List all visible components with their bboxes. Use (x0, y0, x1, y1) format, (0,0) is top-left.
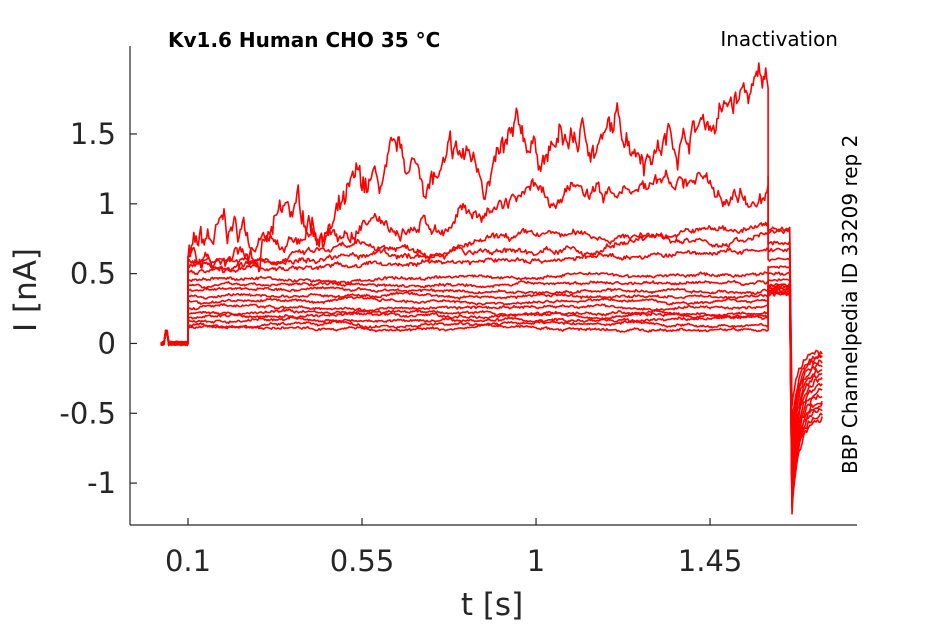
current-trace-3 (160, 221, 823, 435)
trace-series-group (160, 62, 823, 515)
chart-title: Kv1.6 Human CHO 35 °C (168, 28, 440, 52)
y-tick-label: 0.5 (70, 257, 116, 291)
current-trace-6 (160, 265, 823, 468)
axes: 0.1 0.55 1 1.45 -1 -0.5 0 0.5 1 1.5 (59, 46, 857, 578)
current-trace-12 (160, 286, 823, 501)
protocol-label: Inactivation (720, 27, 838, 51)
x-tick-label: 0.1 (165, 544, 211, 578)
x-tick-label: 1 (527, 544, 545, 578)
y-tick-label: 0 (98, 326, 116, 360)
current-trace-5 (160, 247, 823, 456)
y-tick-label: -1 (87, 466, 116, 500)
x-tick-label: 1.45 (678, 544, 743, 578)
current-trace-11 (160, 285, 823, 498)
current-trace-14 (160, 289, 823, 507)
current-trace-15 (160, 290, 823, 509)
y-ticks: -1 -0.5 0 0.5 1 1.5 (59, 117, 137, 500)
current-trace-7 (160, 271, 823, 477)
x-tick-label: 0.55 (330, 544, 395, 578)
current-trace-13 (160, 288, 823, 504)
current-trace-1 (160, 62, 823, 408)
current-trace-8 (160, 278, 823, 484)
current-trace-10 (160, 283, 823, 496)
y-tick-label: 1.5 (70, 117, 116, 151)
y-axis-title: I [nA] (8, 248, 44, 332)
current-trace-2 (160, 169, 823, 428)
side-id-label: BBP Channelpedia ID 33209 rep 2 (838, 135, 862, 474)
current-trace-4 (160, 231, 823, 445)
y-tick-label: -0.5 (59, 396, 116, 430)
y-tick-label: 1 (98, 187, 116, 221)
current-trace-16 (160, 292, 823, 515)
x-ticks: 0.1 0.55 1 1.45 (165, 518, 742, 578)
x-axis-title: t [s] (461, 587, 523, 623)
current-trace-9 (160, 282, 823, 491)
